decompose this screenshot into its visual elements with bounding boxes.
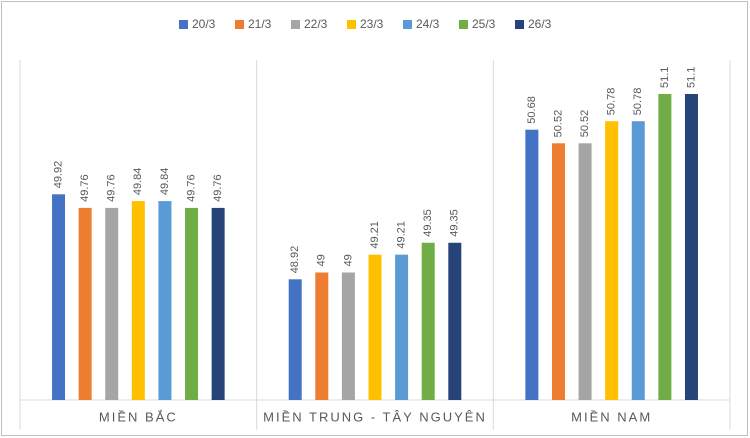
value-label: 50.52 [552,110,564,138]
value-label: 50.78 [606,88,618,116]
value-label: 50.68 [526,96,538,124]
bar [341,272,355,400]
bar [525,129,539,400]
legend-label: 22/3 [304,17,328,31]
bar [52,194,66,400]
value-label: 49 [342,254,354,266]
bar [158,201,172,400]
bar [421,242,435,400]
bar [631,121,645,400]
value-label: 49.35 [449,209,461,237]
bar [395,254,409,400]
bar [448,242,462,400]
x-tick-label: MIỀN BẮC [99,409,178,424]
value-label: 50.78 [632,88,644,116]
value-label: 49.84 [159,168,171,196]
legend-swatch [459,20,468,29]
value-label: 49.35 [422,209,434,237]
bar [551,143,565,401]
bar [368,254,382,400]
bar [315,272,329,400]
legend-swatch [515,20,524,29]
value-label: 49.21 [369,221,381,249]
legend-swatch [347,20,356,29]
value-label: 49.92 [52,161,64,189]
value-label: 51.1 [685,67,697,88]
legend-label: 24/3 [416,17,440,31]
x-tick-label: MIỀN NAM [571,409,652,424]
bar [288,279,302,400]
bar [131,201,145,400]
bar [211,207,225,400]
legend-label: 21/3 [248,17,272,31]
legend-label: 26/3 [528,17,552,31]
legend-label: 20/3 [192,17,216,31]
legend-label: 25/3 [472,17,496,31]
bar [684,94,698,400]
legend-swatch [235,20,244,29]
bar [78,207,92,400]
value-label: 49 [316,254,328,266]
bar [185,207,199,400]
value-label: 48.92 [289,246,301,274]
legend-swatch [403,20,412,29]
bar [658,94,672,400]
value-label: 49.76 [79,174,91,202]
value-label: 49.76 [185,174,197,202]
value-label: 49.76 [212,174,224,202]
bar [105,207,119,400]
bar [605,121,619,400]
value-label: 49.84 [132,168,144,196]
value-label: 51.1 [659,67,671,88]
legend-label: 23/3 [360,17,384,31]
bar [578,143,592,401]
value-label: 49.76 [106,174,118,202]
value-label: 49.21 [396,221,408,249]
value-label: 50.52 [579,110,591,138]
x-tick-label: MIỀN TRUNG - TÂY NGUYÊN [263,409,487,424]
legend-swatch [179,20,188,29]
legend-swatch [291,20,300,29]
